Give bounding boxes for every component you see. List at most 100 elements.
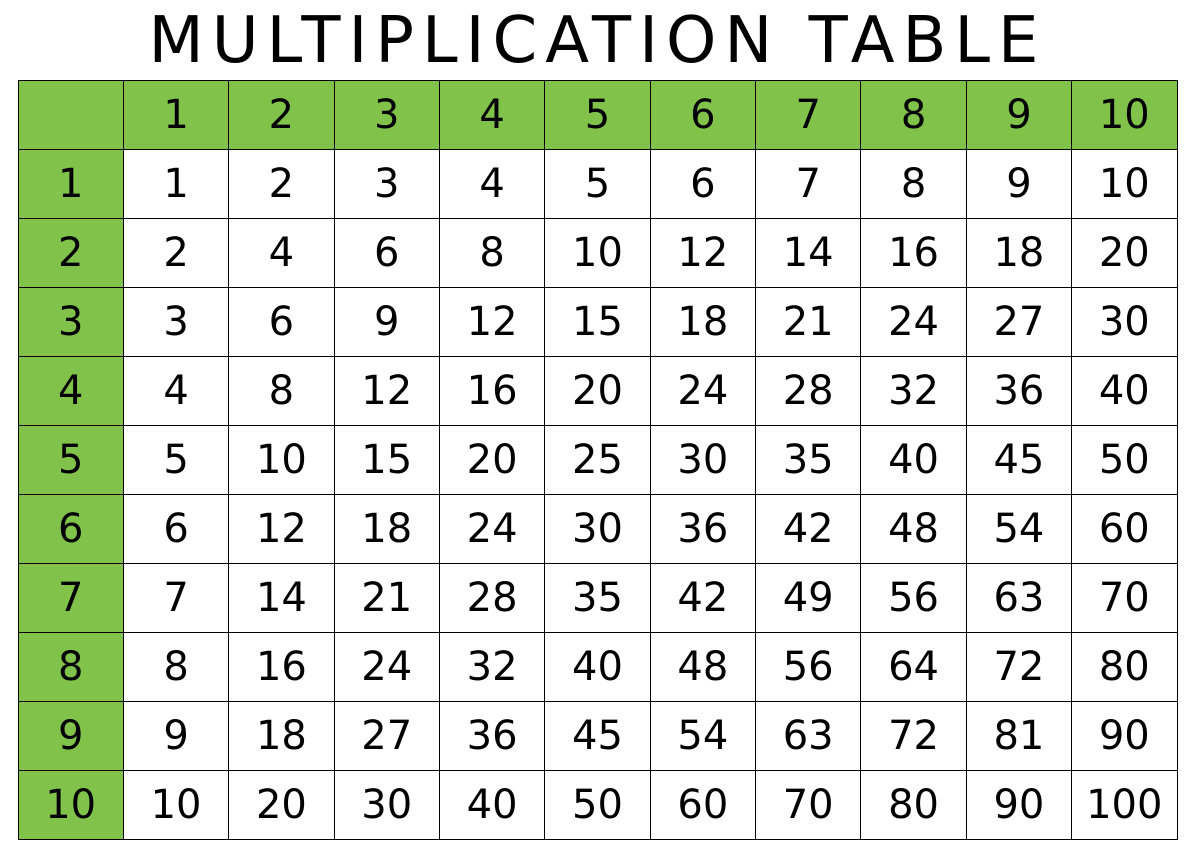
table-cell: 10 xyxy=(1072,150,1177,219)
table-cell: 12 xyxy=(650,219,755,288)
table-cell: 24 xyxy=(861,288,966,357)
table-cell: 63 xyxy=(966,564,1071,633)
table-cell: 2 xyxy=(123,219,228,288)
table-cell: 21 xyxy=(334,564,439,633)
col-header: 9 xyxy=(966,81,1071,150)
table-cell: 6 xyxy=(229,288,334,357)
table-cell: 40 xyxy=(545,633,650,702)
col-header: 5 xyxy=(545,81,650,150)
table-cell: 63 xyxy=(756,702,861,771)
table-cell: 10 xyxy=(229,426,334,495)
row-header: 4 xyxy=(18,357,123,426)
table-cell: 32 xyxy=(861,357,966,426)
table-cell: 60 xyxy=(1072,495,1177,564)
col-header: 8 xyxy=(861,81,966,150)
table-cell: 72 xyxy=(861,702,966,771)
table-row: 112345678910 xyxy=(18,150,1177,219)
table-cell: 20 xyxy=(545,357,650,426)
table-cell: 20 xyxy=(1072,219,1177,288)
table-cell: 10 xyxy=(545,219,650,288)
table-cell: 6 xyxy=(334,219,439,288)
table-cell: 4 xyxy=(123,357,228,426)
row-header: 9 xyxy=(18,702,123,771)
table-cell: 50 xyxy=(545,771,650,840)
table-cell: 30 xyxy=(545,495,650,564)
table-cell: 9 xyxy=(334,288,439,357)
table-cell: 3 xyxy=(123,288,228,357)
table-cell: 3 xyxy=(334,150,439,219)
table-cell: 18 xyxy=(229,702,334,771)
table-row: 336912151821242730 xyxy=(18,288,1177,357)
table-cell: 90 xyxy=(1072,702,1177,771)
table-cell: 4 xyxy=(439,150,544,219)
multiplication-table: 1234567891011234567891022468101214161820… xyxy=(18,80,1178,840)
table-cell: 18 xyxy=(334,495,439,564)
table-cell: 8 xyxy=(439,219,544,288)
table-cell: 8 xyxy=(229,357,334,426)
table-cell: 30 xyxy=(1072,288,1177,357)
table-cell: 14 xyxy=(229,564,334,633)
table-cell: 40 xyxy=(1072,357,1177,426)
table-cell: 12 xyxy=(439,288,544,357)
table-cell: 15 xyxy=(545,288,650,357)
table-cell: 20 xyxy=(229,771,334,840)
table-row: 99182736455463728190 xyxy=(18,702,1177,771)
table-cell: 35 xyxy=(756,426,861,495)
table-cell: 7 xyxy=(756,150,861,219)
table-cell: 18 xyxy=(966,219,1071,288)
table-cell: 40 xyxy=(861,426,966,495)
table-cell: 80 xyxy=(1072,633,1177,702)
table-cell: 12 xyxy=(334,357,439,426)
col-header: 6 xyxy=(650,81,755,150)
table-cell: 25 xyxy=(545,426,650,495)
table-row: 66121824303642485460 xyxy=(18,495,1177,564)
table-cell: 72 xyxy=(966,633,1071,702)
table-cell: 16 xyxy=(861,219,966,288)
table-cell: 24 xyxy=(650,357,755,426)
table-cell: 49 xyxy=(756,564,861,633)
table-cell: 24 xyxy=(334,633,439,702)
row-header: 7 xyxy=(18,564,123,633)
col-header: 10 xyxy=(1072,81,1177,150)
table-body: 1234567891011234567891022468101214161820… xyxy=(18,81,1177,840)
row-header: 8 xyxy=(18,633,123,702)
table-cell: 42 xyxy=(650,564,755,633)
table-cell: 24 xyxy=(439,495,544,564)
table-cell: 27 xyxy=(966,288,1071,357)
table-cell: 36 xyxy=(966,357,1071,426)
table-cell: 5 xyxy=(123,426,228,495)
table-cell: 30 xyxy=(650,426,755,495)
table-cell: 8 xyxy=(861,150,966,219)
col-header: 1 xyxy=(123,81,228,150)
table-cell: 5 xyxy=(545,150,650,219)
table-cell: 30 xyxy=(334,771,439,840)
table-cell: 15 xyxy=(334,426,439,495)
table-cell: 7 xyxy=(123,564,228,633)
table-cell: 70 xyxy=(1072,564,1177,633)
table-row: 77142128354249566370 xyxy=(18,564,1177,633)
row-header: 1 xyxy=(18,150,123,219)
table-cell: 90 xyxy=(966,771,1071,840)
col-header: 7 xyxy=(756,81,861,150)
table-cell: 16 xyxy=(439,357,544,426)
table-cell: 6 xyxy=(650,150,755,219)
table-cell: 45 xyxy=(545,702,650,771)
table-cell: 18 xyxy=(650,288,755,357)
corner-cell xyxy=(18,81,123,150)
table-cell: 80 xyxy=(861,771,966,840)
table-cell: 27 xyxy=(334,702,439,771)
table-cell: 8 xyxy=(123,633,228,702)
col-header: 3 xyxy=(334,81,439,150)
table-cell: 40 xyxy=(439,771,544,840)
table-cell: 48 xyxy=(861,495,966,564)
table-cell: 21 xyxy=(756,288,861,357)
table-cell: 9 xyxy=(123,702,228,771)
table-cell: 28 xyxy=(439,564,544,633)
table-cell: 4 xyxy=(229,219,334,288)
row-header: 2 xyxy=(18,219,123,288)
page-title: MULTIPLICATION TABLE xyxy=(149,4,1047,78)
table-cell: 16 xyxy=(229,633,334,702)
table-cell: 20 xyxy=(439,426,544,495)
table-cell: 81 xyxy=(966,702,1071,771)
table-cell: 54 xyxy=(650,702,755,771)
